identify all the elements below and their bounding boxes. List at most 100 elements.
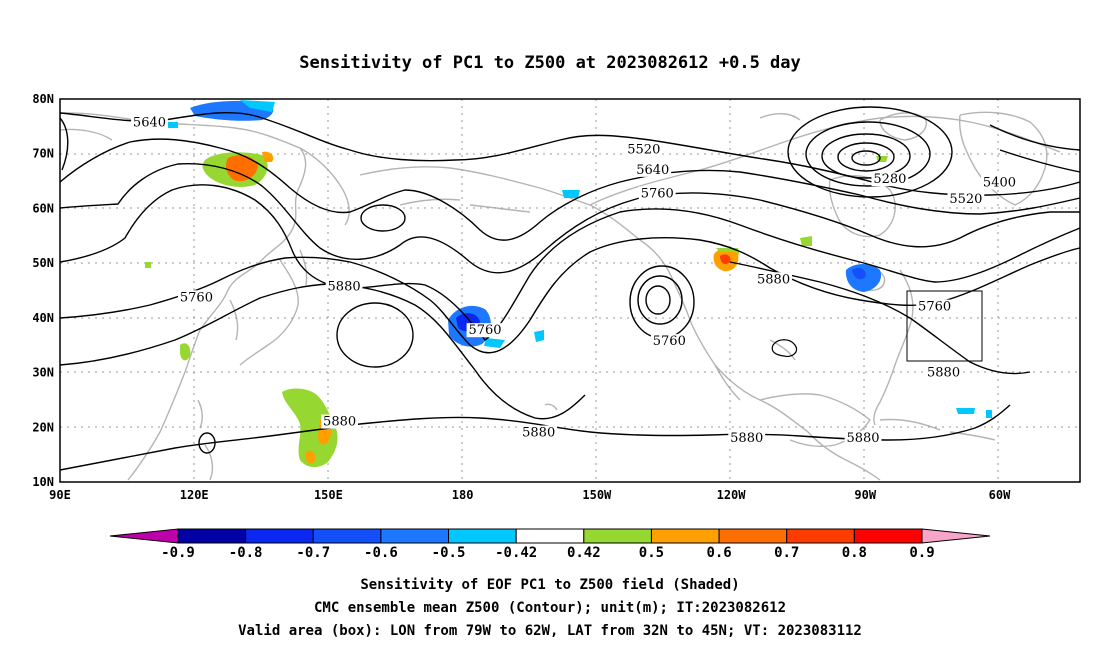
shade-negative-atlantic2: [986, 410, 992, 418]
longitude-labels: 90E 120E 150E 180 150W 120W 90W 60W: [49, 488, 1011, 502]
contour-label-bg: [325, 279, 363, 294]
lat-label: 20N: [32, 420, 54, 434]
shade-positive-west-coast-core: [720, 254, 731, 264]
caption: Sensitivity of EOF PC1 to Z500 field (Sh…: [238, 577, 862, 639]
contour-label: 5880: [522, 425, 555, 440]
lat-label: 80N: [32, 92, 54, 106]
colorbar-label: 0.5: [639, 545, 664, 561]
lon-label: 150W: [582, 488, 612, 502]
figure-title: Sensitivity of PC1 to Z500 at 2023082612…: [299, 53, 801, 73]
contour-label: 5880: [328, 279, 361, 294]
colorbar-box: [853, 528, 923, 544]
lat-label: 60N: [32, 201, 54, 215]
contour-label: 5520: [627, 143, 660, 158]
lon-label: 60W: [989, 488, 1011, 502]
valid-area-box: [906, 290, 983, 362]
caption-line-2: CMC ensemble mean Z500 (Contour); unit(m…: [314, 600, 786, 616]
colorbar-box: [245, 528, 314, 544]
shade-negative-atlantic: [956, 408, 975, 414]
map-frame: [59, 98, 1081, 483]
colorbar-label: 0.8: [842, 545, 867, 561]
contour-label-bg: [321, 414, 359, 429]
lat-label: 70N: [32, 147, 54, 161]
contour-label: 5760: [641, 186, 674, 201]
contour-label: 5280: [873, 172, 906, 187]
colorbar-box: [312, 528, 382, 544]
contour-label-bg: [634, 162, 672, 177]
lat-label: 50N: [32, 256, 54, 270]
colorbar-label: 0.9: [909, 545, 934, 561]
colorbar-label: -0.9: [161, 545, 195, 561]
contour-label-bg: [178, 290, 215, 305]
colorbar-label: 0.7: [774, 545, 799, 561]
colorbar-box: [177, 528, 247, 544]
shade-positive-korea: [180, 343, 191, 361]
shade-negative-aleutian-edge: [484, 338, 505, 348]
contour-label: 5880: [730, 431, 763, 446]
colorbar-box: [718, 528, 788, 544]
contour-label: 5640: [133, 115, 166, 130]
colorbar-label: 0.42: [567, 545, 601, 561]
shade-negative-arctic-asia-edge: [240, 100, 275, 112]
lon-label: 120E: [180, 488, 209, 502]
colorbar-label: -0.8: [229, 545, 263, 561]
contour-label-bg: [131, 115, 168, 130]
contour-label: 5520: [949, 192, 982, 207]
contour-label-bg: [925, 365, 962, 380]
contour-label: 5760: [180, 290, 213, 305]
contour-label: 5760: [918, 300, 951, 315]
latitude-labels: 80N 70N 60N 50N 40N 30N 20N 10N: [32, 92, 54, 489]
contour-label-bg: [728, 430, 766, 445]
contour-label-bg: [638, 186, 676, 201]
contour-label: 5760: [653, 334, 686, 349]
colorbar-box: [786, 528, 855, 544]
lon-label: 120W: [717, 488, 747, 502]
contour-label: 5880: [927, 365, 960, 380]
colorbar-max-triangle: [921, 528, 991, 544]
lon-label: 90W: [854, 488, 876, 502]
colorbar-box: [515, 528, 585, 544]
coastlines: [59, 111, 1061, 481]
caption-line-1: Sensitivity of EOF PC1 to Z500 field (Sh…: [360, 577, 739, 593]
contour-label: 5880: [323, 415, 356, 430]
colorbar-label: -0.42: [495, 545, 537, 561]
contour-label-bg: [650, 334, 688, 349]
shade-positive-pacific-west: [282, 388, 338, 468]
colorbar: -0.9 -0.8 -0.7 -0.6 -0.5 -0.42 0.42 0.5 0.6 0.7 0.…: [109, 528, 991, 561]
contour-label-bg: [520, 425, 558, 440]
colorbar-box: [583, 528, 652, 544]
sensitivity-shading: [145, 100, 992, 468]
lat-label: 40N: [32, 311, 54, 325]
shade-negative-small-2: [534, 330, 544, 342]
colorbar-box: [650, 528, 720, 544]
contour-label-bg: [871, 172, 909, 187]
contour-label-bg: [947, 191, 985, 206]
lon-label: 150E: [314, 488, 343, 502]
colorbar-label: -0.7: [296, 545, 330, 561]
contour-label-bg: [981, 175, 1018, 190]
lon-label: 90E: [49, 488, 71, 502]
colorbar-label: 0.6: [706, 545, 731, 561]
contour-label-bg: [844, 430, 882, 445]
contour-label-bg: [625, 142, 663, 157]
shade-positive-pacific-west-orange2: [305, 450, 316, 464]
lat-label: 10N: [32, 475, 54, 489]
shade-positive-siberia-orange: [262, 151, 274, 162]
caption-line-3: Valid area (box): LON from 79W to 62W, L…: [238, 623, 862, 639]
colorbar-box: [448, 528, 517, 544]
contour-label: 5880: [846, 431, 879, 446]
contour-label-bg: [755, 272, 792, 287]
contour-label: 5400: [983, 175, 1016, 190]
colorbar-label: -0.5: [432, 545, 466, 561]
contour-label-bg: [466, 323, 504, 338]
shade-negative-small-1: [562, 190, 580, 198]
contour-label: 5640: [636, 163, 669, 178]
shade-negative-great-lakes-core: [852, 268, 866, 280]
colorbar-label: -0.6: [364, 545, 398, 561]
shade-positive-plains: [800, 236, 812, 246]
contour-label: 5760: [468, 323, 501, 338]
colorbar-box: [380, 528, 450, 544]
